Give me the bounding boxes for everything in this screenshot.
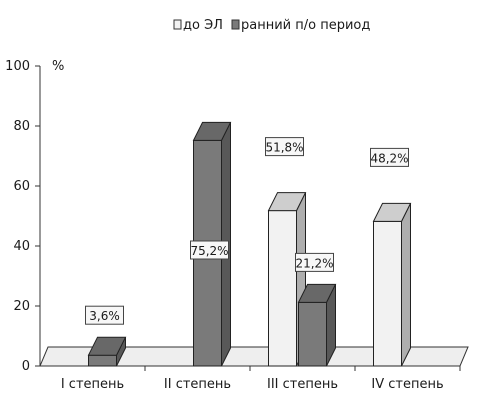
data-label-text: 3,6% (89, 309, 120, 323)
y-tick-label: 40 (13, 239, 30, 254)
bar-top (267, 192, 307, 212)
category-label: I степень (61, 377, 124, 392)
data-label-box (295, 252, 334, 272)
data-label-text: 75,2% (190, 244, 228, 258)
legend-label-series-1: до ЭЛ (183, 18, 223, 33)
bar-top (192, 121, 232, 141)
y-tick-label: 0 (22, 359, 30, 374)
bar-front (268, 210, 297, 367)
data-label-text: 21,2% (295, 256, 333, 270)
category-labels: I степень II степень III степень IV степень (61, 366, 461, 392)
data-label: 51,8% (265, 137, 304, 157)
bar-1-4 (372, 202, 412, 367)
data-labels: 3,6% 75,2% 51,8% 21,2% 48,2% (85, 137, 409, 325)
y-tick-label: 60 (13, 179, 30, 194)
data-label: 3,6% (85, 305, 124, 325)
y-axis-ticks: 0 20 40 60 80 100 (5, 59, 40, 374)
data-label-text: 48,2% (370, 151, 408, 165)
bar-front (373, 220, 402, 367)
bar-front (88, 354, 117, 367)
category-label: IV степень (371, 377, 443, 392)
legend-label-series-2: ранний п/о период (241, 18, 370, 33)
bar-top (87, 336, 127, 356)
bar-front (298, 301, 327, 367)
bar-side (401, 203, 411, 367)
data-label-box (265, 137, 304, 157)
data-label: 48,2% (370, 147, 409, 167)
data-label-box (85, 305, 124, 325)
data-label-box (370, 147, 409, 167)
legend: до ЭЛ ранний п/о период (173, 18, 370, 33)
bars (87, 121, 412, 367)
data-label-text: 51,8% (265, 141, 303, 155)
y-tick-label: 80 (13, 119, 30, 134)
bar-2-1 (87, 336, 127, 367)
category-label: II степень (164, 377, 231, 392)
bar-top (372, 202, 412, 222)
legend-swatch-series-1 (173, 19, 182, 30)
bar-2-3 (297, 283, 337, 367)
data-label: 21,2% (295, 252, 334, 272)
y-axis-unit: % (52, 59, 64, 74)
data-label: 75,2% (190, 240, 229, 260)
y-tick-label: 20 (13, 299, 30, 314)
bar-top (297, 283, 337, 303)
y-tick-label: 100 (5, 59, 30, 74)
data-label-box (190, 240, 229, 260)
category-label: III степень (267, 377, 338, 392)
legend-swatch-series-2 (231, 19, 240, 30)
